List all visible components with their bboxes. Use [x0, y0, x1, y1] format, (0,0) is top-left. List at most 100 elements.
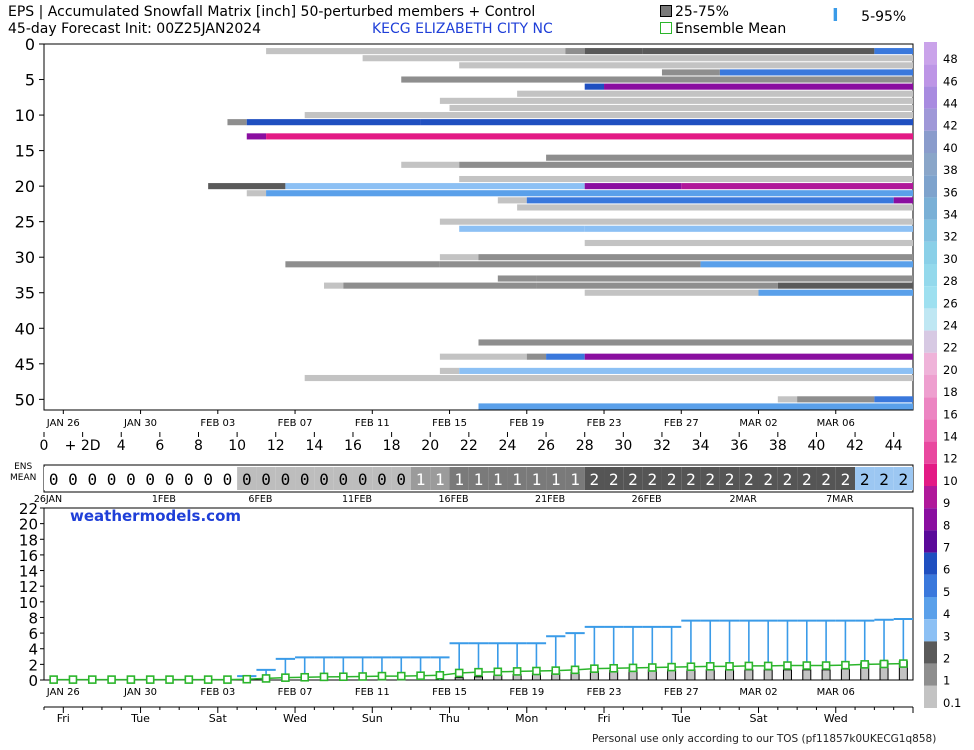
mean-marker	[396, 671, 406, 681]
colorbar-cell	[924, 330, 937, 353]
matrix-xtick-label: FEB 15	[432, 418, 467, 429]
colorbar-label: 20	[943, 363, 958, 377]
mean-strip-value: 0	[165, 470, 175, 489]
mean-strip-value: 0	[68, 470, 78, 489]
member-bar-26	[459, 225, 585, 232]
mean-strip-cell	[237, 467, 257, 490]
member-bar-13	[266, 133, 914, 140]
colorbar-cell	[924, 108, 937, 131]
matrix-xtick-label: FEB 27	[664, 418, 699, 429]
mean-marker	[802, 661, 812, 670]
strip-date-label: 21FEB	[535, 494, 565, 505]
member-bar-16	[546, 154, 913, 161]
day-tick-label: 24	[499, 438, 517, 454]
mean-strip-cell	[295, 467, 315, 490]
colorbar-cell	[924, 241, 937, 264]
legend-whisker-label: 5-95%	[861, 9, 907, 25]
mean-strip-cell	[449, 467, 469, 490]
colorbar-cell	[924, 486, 937, 509]
ts-ytick-label: 12	[19, 578, 38, 596]
legend-iqr: 25-75%	[660, 4, 729, 20]
matrix-xtick-label: FEB 19	[509, 418, 544, 429]
colorbar-cell	[924, 619, 937, 642]
mean-marker	[705, 662, 715, 671]
colorbar-label: 18	[943, 385, 958, 399]
colorbar-label: 28	[943, 274, 958, 288]
weekday-label: Wed	[824, 712, 848, 725]
mean-strip-cell	[604, 467, 624, 490]
mean-marker	[454, 668, 464, 678]
member-bar-21	[266, 190, 914, 197]
mean-strip-value: 2	[783, 470, 793, 489]
mean-strip-value: 0	[339, 470, 349, 489]
mean-strip-value: 2	[647, 470, 657, 489]
matrix-xtick-label: FEB 23	[587, 418, 622, 429]
mean-strip-value: 2	[802, 470, 812, 489]
mean-marker	[339, 672, 348, 682]
mean-strip-value: 0	[261, 470, 271, 489]
member-bar-30	[439, 254, 479, 261]
day-tick-label: 26	[537, 438, 555, 454]
mean-strip-value: 0	[87, 470, 97, 489]
member-bar-34	[777, 282, 913, 289]
member-bar-20	[681, 183, 913, 190]
matrix-xtick-label: MAR 06	[817, 418, 855, 429]
ts-xtick-label: FEB 19	[509, 687, 544, 698]
mean-strip-value: 1	[532, 470, 542, 489]
member-bar-17	[459, 161, 913, 168]
ts-xtick-label: FEB 11	[355, 687, 390, 698]
matrix-ytick-label: 20	[15, 177, 35, 196]
day-tick-label: 6	[155, 438, 164, 454]
colorbar-label: 1	[943, 674, 950, 688]
matrix-xtick-label: FEB 03	[200, 418, 235, 429]
colorbar-cell	[924, 530, 937, 553]
weekday-label: Tue	[671, 712, 691, 725]
strip-date-label: 16FEB	[438, 494, 468, 505]
mean-marker	[145, 675, 155, 684]
mean-marker	[107, 675, 116, 684]
ts-ytick-label: 14	[19, 563, 38, 581]
day-tick-label: 32	[653, 438, 671, 454]
ts-ytick-label: 2	[28, 656, 38, 674]
ts-ytick-label: 16	[19, 547, 38, 565]
matrix-ytick-label: 0	[25, 35, 35, 54]
strip-date-label: 7MAR	[826, 494, 854, 505]
mean-marker	[126, 675, 136, 684]
member-bar-50	[777, 396, 798, 403]
colorbar-cell	[924, 574, 937, 597]
weekday-label: Sun	[362, 712, 383, 725]
colorbar-label: 9	[943, 496, 950, 510]
mean-marker	[165, 675, 174, 684]
member-bar-6	[584, 83, 605, 90]
mean-strip-value: 0	[145, 470, 155, 489]
colorbar-label: 0.1	[943, 696, 961, 710]
mean-marker	[223, 675, 232, 684]
member-bar-5	[401, 76, 913, 83]
mean-strip-cell	[526, 467, 547, 490]
colorbar-cell	[924, 286, 937, 309]
day-tick-label: 14	[305, 438, 323, 454]
colorbar-cell	[924, 197, 937, 220]
colorbar-label: 36	[943, 185, 958, 199]
member-bar-7	[517, 90, 913, 97]
ts-xtick-label: FEB 15	[432, 687, 467, 698]
colorbar-label: 7	[943, 541, 950, 555]
colorbar-cell	[924, 375, 937, 398]
mean-strip-value: 2	[705, 470, 715, 489]
day-tick-label: 16	[344, 438, 362, 454]
iqr-box	[705, 669, 715, 681]
ts-ytick-label: 10	[19, 594, 38, 612]
colorbar-label: 24	[943, 319, 958, 333]
member-bar-22	[497, 197, 527, 204]
colorbar-label: 38	[943, 163, 958, 177]
mean-strip-value: 2	[590, 470, 600, 489]
colorbar-label: 22	[943, 341, 958, 355]
weekday-label: Thu	[438, 712, 460, 725]
member-bar-21	[246, 190, 267, 197]
member-bar-4	[719, 69, 913, 76]
member-bar-20	[584, 183, 682, 190]
member-bar-42	[478, 339, 913, 346]
mean-strip-value: 0	[358, 470, 368, 489]
weekday-label: Fri	[57, 712, 70, 725]
